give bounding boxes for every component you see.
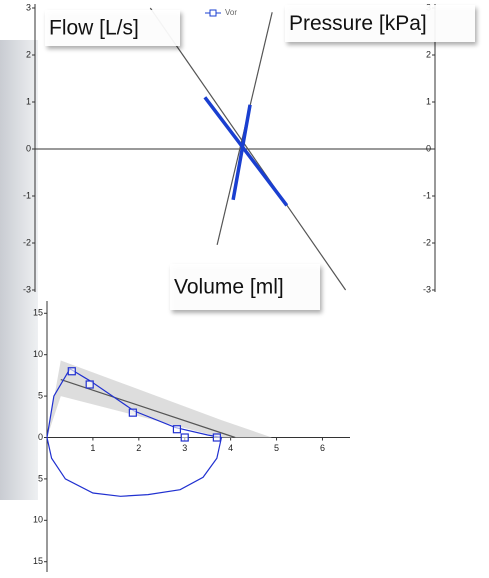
x-tick-label: 3 [182, 443, 187, 453]
y2-tick-label: 2 [426, 49, 431, 59]
marker [67, 367, 76, 376]
x-tick-label: 2 [136, 443, 141, 453]
x-tick-label: 5 [274, 443, 279, 453]
line [60, 378, 236, 439]
y-tick-label: 5 [38, 390, 43, 400]
annotation: Pressure [kPa] [289, 12, 427, 35]
legend-label: Vor [225, 8, 237, 17]
y2-tick-label: 0 [426, 143, 431, 153]
marker [172, 425, 182, 434]
marker [85, 380, 94, 389]
y-tick-label: 1 [26, 96, 31, 106]
y2-tick-label: -1 [423, 190, 431, 200]
line [203, 96, 289, 207]
y-tick-label: 10 [33, 349, 43, 359]
annotation: Volume [ml] [174, 276, 284, 299]
y-tick-label: -1 [23, 190, 31, 200]
y-tick-label: -2 [23, 237, 31, 247]
y-tick-label: 3 [26, 2, 31, 12]
band [47, 360, 272, 438]
y-tick-label: 0 [26, 143, 31, 153]
annotation: Flow [L/s] [49, 17, 139, 40]
y-tick-label: 0 [38, 432, 43, 442]
annotation-box [170, 264, 320, 310]
x-tick-label: 4 [228, 443, 233, 453]
annotation-box [285, 5, 475, 42]
background-strip [0, 40, 38, 500]
annotation-box [45, 10, 180, 46]
line [149, 7, 347, 291]
y-tick-label: 15 [33, 308, 43, 318]
y2-tick-label: -3 [423, 284, 431, 294]
y2-tick-label: 1 [426, 96, 431, 106]
y-tick-label: 10 [33, 515, 43, 525]
x-tick-label: 6 [320, 443, 325, 453]
y-tick-label: 15 [33, 556, 43, 566]
marker [212, 433, 221, 442]
y-tick-label: -3 [23, 284, 31, 294]
y-tick-label: 2 [26, 49, 31, 59]
line [46, 367, 223, 497]
y2-tick-label: -2 [423, 237, 431, 247]
x-tick-label: 1 [90, 443, 95, 453]
marker [128, 408, 137, 417]
marker [180, 433, 189, 442]
legend-marker [209, 9, 217, 17]
y-tick-label: 5 [38, 473, 43, 483]
